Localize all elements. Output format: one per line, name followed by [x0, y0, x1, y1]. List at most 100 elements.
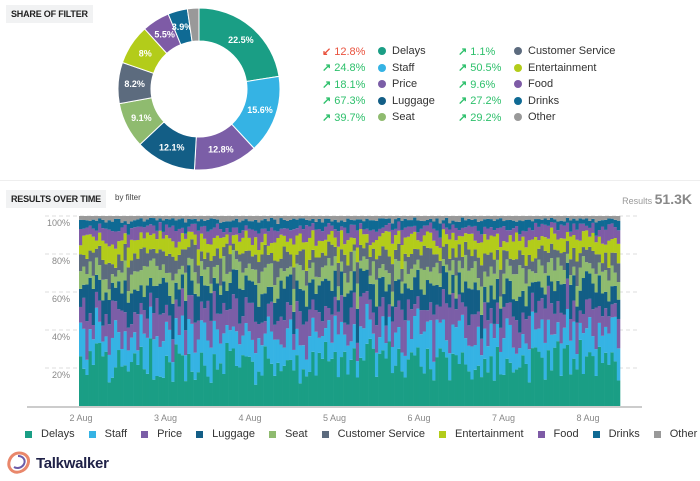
- bar-segment-entertainment[interactable]: [292, 244, 296, 268]
- bar-segment-other[interactable]: [79, 216, 83, 220]
- bar-segment-food[interactable]: [435, 230, 439, 247]
- bar-segment-seat[interactable]: [613, 272, 618, 286]
- bar-segment-delays[interactable]: [572, 358, 576, 406]
- bar-segment-delays[interactable]: [409, 352, 414, 406]
- bar-segment-luggage[interactable]: [549, 281, 554, 304]
- bar-segment-seat[interactable]: [276, 277, 280, 299]
- bar-segment-staff[interactable]: [314, 331, 318, 376]
- bar-segment-price[interactable]: [104, 314, 108, 337]
- bar-segment-entertainment[interactable]: [238, 241, 242, 255]
- bar-segment-other[interactable]: [604, 216, 608, 220]
- bar-segment-customer-service[interactable]: [149, 249, 153, 261]
- bar-segment-price[interactable]: [476, 311, 481, 327]
- bar-segment-price[interactable]: [419, 310, 423, 335]
- bar-segment-drinks[interactable]: [537, 219, 541, 227]
- bar-segment-staff[interactable]: [492, 338, 497, 381]
- bar-segment-drinks[interactable]: [473, 219, 478, 226]
- bar-segment-price[interactable]: [174, 299, 178, 319]
- bar-segment-entertainment[interactable]: [190, 231, 194, 240]
- bar-segment-staff[interactable]: [196, 339, 201, 373]
- bar-segment-customer-service[interactable]: [425, 247, 430, 267]
- bar-segment-entertainment[interactable]: [604, 244, 608, 253]
- bar-segment-drinks[interactable]: [394, 219, 398, 229]
- bar-segment-price[interactable]: [155, 298, 159, 337]
- bar-segment-customer-service[interactable]: [308, 259, 312, 269]
- bar-segment-delays[interactable]: [149, 338, 153, 406]
- bar-segment-luggage[interactable]: [594, 292, 599, 308]
- bar-segment-price[interactable]: [269, 301, 274, 332]
- bar-segment-luggage[interactable]: [98, 279, 102, 301]
- bar-segment-other[interactable]: [429, 216, 433, 219]
- bar-segment-other[interactable]: [295, 216, 299, 220]
- bar-segment-food[interactable]: [193, 223, 198, 235]
- bar-segment-staff[interactable]: [187, 318, 191, 354]
- bar-segment-price[interactable]: [591, 309, 595, 337]
- bar-segment-entertainment[interactable]: [514, 232, 519, 260]
- bar-segment-food[interactable]: [499, 227, 503, 248]
- bar-segment-drinks[interactable]: [298, 218, 303, 226]
- bar-segment-drinks[interactable]: [470, 219, 474, 227]
- bar-segment-price[interactable]: [540, 298, 544, 320]
- bar-segment-other[interactable]: [161, 216, 166, 221]
- bar-segment-entertainment[interactable]: [263, 233, 268, 245]
- bar-segment-drinks[interactable]: [562, 221, 567, 226]
- bar-segment-other[interactable]: [203, 216, 207, 221]
- bar-segment-seat[interactable]: [454, 275, 458, 299]
- bar-segment-other[interactable]: [336, 216, 341, 223]
- bar-segment-staff[interactable]: [79, 322, 83, 357]
- bar-segment-luggage[interactable]: [387, 284, 392, 305]
- bar-segment-entertainment[interactable]: [403, 237, 408, 254]
- bar-segment-staff[interactable]: [444, 340, 449, 358]
- bar-segment-seat[interactable]: [145, 266, 150, 286]
- bar-segment-seat[interactable]: [314, 276, 318, 294]
- bar-segment-luggage[interactable]: [451, 274, 455, 293]
- bar-segment-entertainment[interactable]: [123, 233, 128, 244]
- bar-segment-luggage[interactable]: [546, 275, 551, 286]
- bar-segment-other[interactable]: [613, 216, 618, 220]
- bar-segment-delays[interactable]: [530, 348, 535, 406]
- bar-segment-food[interactable]: [425, 225, 430, 232]
- bar-segment-seat[interactable]: [384, 270, 388, 292]
- bar-segment-delays[interactable]: [107, 382, 112, 406]
- bar-segment-other[interactable]: [597, 216, 602, 221]
- bar-segment-price[interactable]: [295, 301, 299, 329]
- bar-segment-drinks[interactable]: [85, 220, 89, 228]
- bar-segment-price[interactable]: [285, 302, 290, 329]
- bar-segment-customer-service[interactable]: [228, 254, 233, 272]
- bar-segment-seat[interactable]: [374, 279, 379, 307]
- bar-segment-other[interactable]: [142, 216, 147, 222]
- bar-segment-customer-service[interactable]: [390, 264, 395, 292]
- bar-segment-food[interactable]: [289, 230, 293, 239]
- bar-segment-entertainment[interactable]: [324, 239, 328, 256]
- bar-segment-other[interactable]: [219, 216, 223, 223]
- bar-segment-other[interactable]: [495, 216, 500, 220]
- bar-segment-drinks[interactable]: [505, 220, 509, 231]
- bar-segment-seat[interactable]: [581, 256, 586, 279]
- bar-segment-customer-service[interactable]: [397, 243, 401, 261]
- bar-segment-seat[interactable]: [419, 268, 423, 290]
- bar-segment-delays[interactable]: [180, 355, 185, 406]
- bar-segment-food[interactable]: [136, 226, 140, 240]
- legend-item-delays[interactable]: ↙ 12.8% Delays: [322, 43, 435, 60]
- bar-segment-entertainment[interactable]: [371, 242, 376, 249]
- bar-segment-drinks[interactable]: [362, 221, 366, 230]
- bar-segment-staff[interactable]: [419, 334, 423, 367]
- bar-segment-entertainment[interactable]: [467, 233, 471, 250]
- bar-segment-entertainment[interactable]: [565, 231, 570, 242]
- bar-segment-price[interactable]: [584, 299, 589, 329]
- bar-segment-customer-service[interactable]: [142, 247, 147, 266]
- bar-segment-food[interactable]: [171, 225, 175, 242]
- bar-segment-entertainment[interactable]: [91, 236, 96, 253]
- bar-segment-price[interactable]: [254, 321, 258, 354]
- bar-segment-luggage[interactable]: [149, 278, 153, 293]
- bar-segment-delays[interactable]: [562, 348, 567, 406]
- bar-segment-delays[interactable]: [136, 364, 140, 406]
- bar-segment-price[interactable]: [524, 319, 529, 344]
- bar-segment-luggage[interactable]: [438, 286, 443, 307]
- bar-segment-price[interactable]: [505, 303, 509, 319]
- bar-segment-customer-service[interactable]: [171, 256, 175, 281]
- bar-segment-food[interactable]: [368, 230, 373, 246]
- bar-segment-staff[interactable]: [514, 353, 519, 370]
- bar-segment-staff[interactable]: [406, 320, 411, 360]
- bar-segment-other[interactable]: [343, 216, 347, 222]
